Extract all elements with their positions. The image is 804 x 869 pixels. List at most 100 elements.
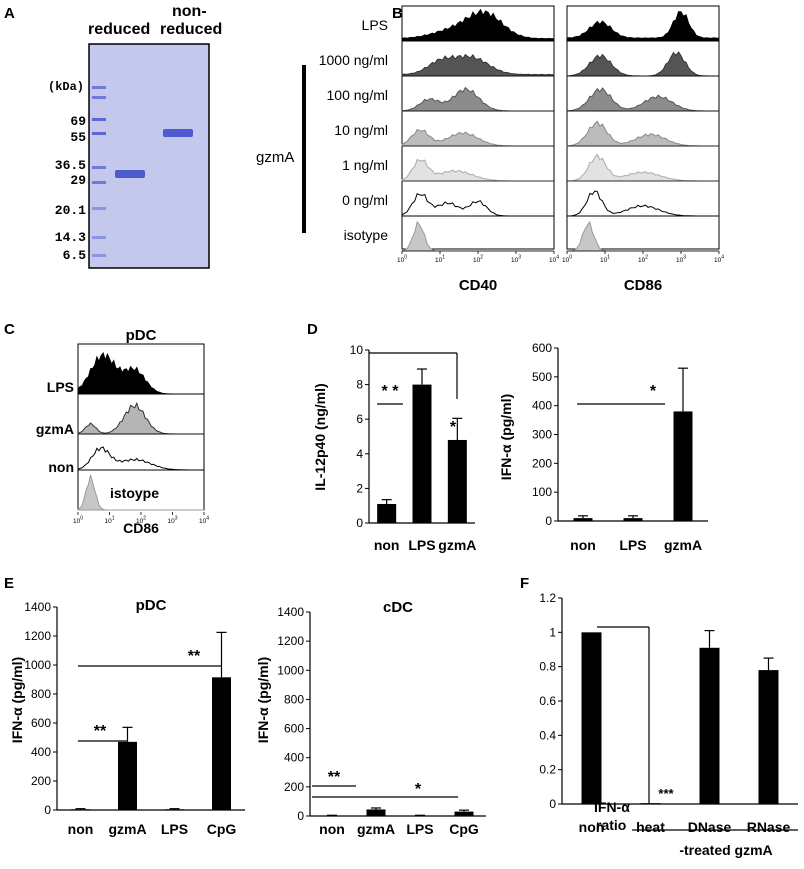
cd86-tick-label-4: 104: [714, 255, 724, 265]
D2-y-tick-label-6: 600: [532, 341, 552, 355]
cd40-histogram-1: [401, 53, 555, 77]
E1-y-tick-label-3: 600: [31, 716, 51, 730]
F-y-tick-label-6: 1.2: [539, 591, 556, 605]
histogram-row-label-5: 0 ng/ml: [342, 192, 388, 208]
histogram-rows: LPS 1000 ng/ml 100 ng/ml 10 ng/ml 1 ng/ml 0 n…: [319, 8, 720, 252]
panel-label-b: B: [392, 5, 403, 22]
E2-category-label-CpG: CpG: [449, 821, 479, 837]
D2-bar-LPS: [623, 518, 643, 521]
pdc-histogram-2: [77, 446, 204, 471]
D1-category-label-gzmA: gzmA: [438, 537, 476, 553]
cd86-histogram-1: [566, 51, 719, 77]
E2-bar-CpG: [454, 811, 474, 816]
D2-y-tick-label-5: 500: [532, 370, 552, 384]
E1-y-tick-label-0: 0: [44, 803, 51, 817]
E2-y-tick-label-5: 1000: [277, 663, 304, 677]
cd86-tick-label-2: 102: [638, 255, 648, 265]
pdc-histogram-1: [77, 401, 204, 435]
marker-label-0: 69: [70, 114, 86, 129]
cd40-tick-label-0: 100: [397, 255, 407, 265]
cd86-histogram-5: [566, 190, 719, 217]
pdc-row-label-lps: LPS: [47, 379, 74, 395]
D1-category-label-LPS: LPS: [408, 537, 435, 553]
D1-ylabel: IL-12p40 (ng/ml): [312, 383, 328, 490]
pdc-histograms: [77, 351, 204, 511]
D2-ylabel: IFN-α (pg/ml): [498, 394, 514, 480]
E1-y-tick-label-6: 1200: [24, 629, 51, 643]
E1-bar-LPS: [165, 809, 184, 810]
F-y-tick-label-5: 1: [549, 625, 556, 639]
D2-y-tick-label-3: 300: [532, 428, 552, 442]
cd40-histogram-3: [401, 128, 554, 147]
cd86-histogram-3: [566, 120, 719, 147]
D1-sig-text-1: *: [450, 419, 457, 436]
D1-bar-non: [377, 503, 397, 523]
cd40-tick-label-2: 102: [473, 255, 483, 265]
E1-bar-CpG: [212, 677, 231, 810]
cd86-histogram-4: [566, 153, 719, 182]
F-bar-DNase: [699, 647, 720, 804]
F-bar-non: [581, 632, 602, 804]
cd40-histogram-5: [401, 193, 554, 217]
histogram-row-label-1: 1000 ng/ml: [319, 52, 388, 68]
pdc-isotype-label: istoype: [110, 485, 159, 501]
cd86-histogram-6: [566, 220, 719, 252]
E1-bar-non: [71, 809, 90, 810]
pdc-tick-label-1: 101: [104, 516, 114, 526]
F-category-label-heat: heat: [636, 819, 665, 835]
marker-label-5: 14.3: [55, 230, 86, 245]
pdc-tick-label-0: 100: [73, 516, 83, 526]
chart-il12p40: 0 2 4 6 8 10 non LPS gzmA IL-12p40 (ng/ml) * * *: [312, 343, 476, 553]
D2-category-label-gzmA: gzmA: [664, 537, 702, 553]
E2-y-tick-label-4: 800: [284, 692, 304, 706]
chart-cdc-ifna: 0 200 400 600 800 1000 1200 1400 non gzmA LPS CpG cD…: [255, 599, 486, 837]
pdc-histogram-3: [77, 474, 204, 511]
E1-y-tick-label-4: 800: [31, 687, 51, 701]
panel-label-e: E: [4, 575, 14, 592]
cd40-xlabel: CD40: [459, 277, 497, 294]
cd40-tick-label-4: 104: [549, 255, 559, 265]
D2-bar-gzmA: [673, 411, 693, 521]
E2-y-tick-label-6: 1200: [277, 634, 304, 648]
F-y-tick-label-1: 0.2: [539, 763, 556, 777]
pdc-xlabel: CD86: [123, 520, 159, 536]
gel-image: [88, 43, 210, 269]
E2-sig-text-0: **: [328, 769, 341, 786]
cd86-tick-label-3: 103: [676, 255, 686, 265]
marker-label-2: 36.5: [55, 158, 86, 173]
cd40-histogram-6: [401, 220, 554, 252]
pdc-row-label-gzma: gzmA: [36, 421, 74, 437]
D2-category-label-LPS: LPS: [619, 537, 646, 553]
D1-y-tick-label-2: 4: [356, 447, 363, 461]
E1-bar-gzmA: [118, 741, 137, 810]
F-y-tick-label-0: 0: [549, 797, 556, 811]
F-y-tick-label-4: 0.8: [539, 660, 556, 674]
gzma-group-label: gzmA: [256, 149, 294, 166]
E1-sig-text-0: **: [94, 723, 107, 740]
F-category-label-non: non: [579, 819, 605, 835]
E2-category-label-gzmA: gzmA: [357, 821, 395, 837]
D1-category-label-non: non: [374, 537, 400, 553]
E2-y-tick-label-7: 1400: [277, 605, 304, 619]
D2-y-tick-label-0: 0: [545, 514, 552, 528]
kda-unit-label: (kDa): [48, 80, 84, 94]
marker-label-6: 6.5: [63, 248, 87, 263]
D1-y-tick-label-0: 0: [356, 516, 363, 530]
chart-ifna-ratio: 0 0.2 0.4 0.6 0.8 1 1.2 non heat DNase RNase ***: [539, 591, 798, 835]
f-group-caption: -treated gzmA: [679, 842, 772, 858]
D2-y-tick-label-2: 200: [532, 456, 552, 470]
chart-ifna-d: 0 100 200 300 400 500 600 non LPS gzmA IFN-α (pg/m…: [498, 341, 708, 553]
D1-bar-LPS: [412, 384, 432, 523]
histogram-row-label-2: 100 ng/ml: [327, 87, 388, 103]
cd40-tick-label-3: 103: [511, 255, 521, 265]
D2-bar-non: [573, 518, 593, 521]
band-reduced: [115, 170, 145, 178]
E1-y-tick-label-5: 1000: [24, 658, 51, 672]
E1-y-tick-label-2: 400: [31, 745, 51, 759]
histogram-row-label-0: LPS: [362, 17, 388, 33]
E2-sig-text-1: *: [415, 781, 422, 798]
E1-category-label-LPS: LPS: [161, 821, 188, 837]
marker-label-1: 55: [70, 130, 86, 145]
